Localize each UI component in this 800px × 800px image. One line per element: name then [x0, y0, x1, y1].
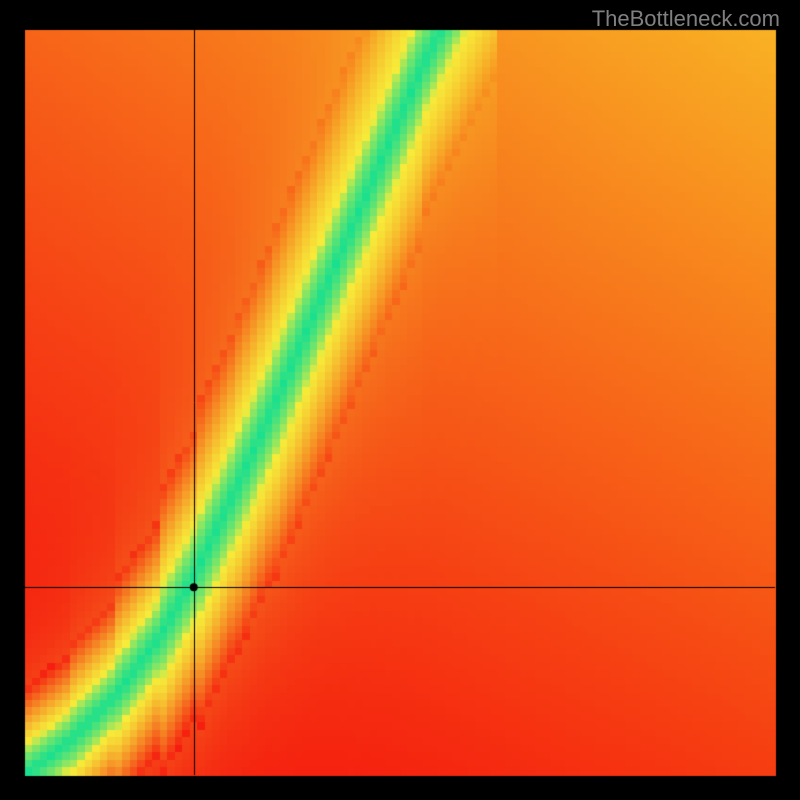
bottleneck-heatmap: [0, 0, 800, 800]
watermark: TheBottleneck.com: [592, 6, 780, 32]
